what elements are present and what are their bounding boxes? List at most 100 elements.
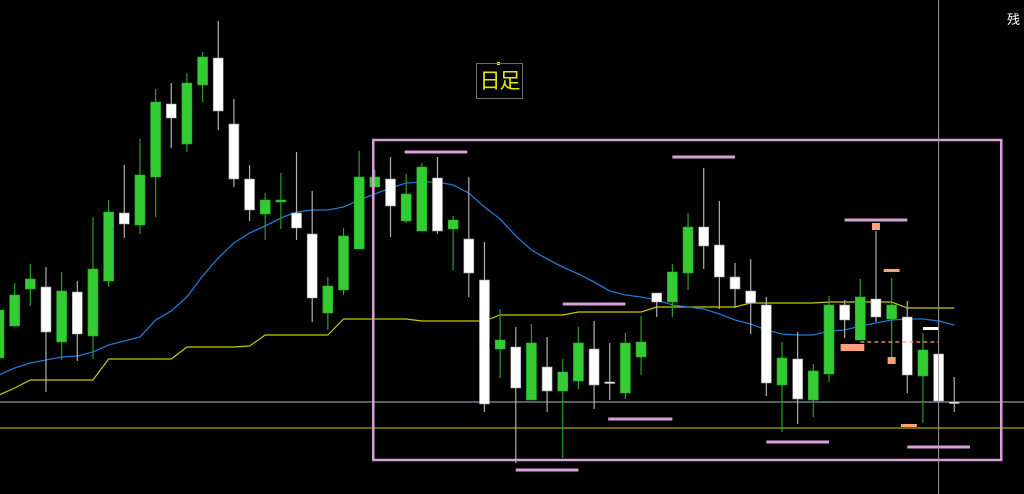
candle-18 [275, 173, 287, 229]
candle-36 [557, 359, 569, 458]
moving-average-line [0, 181, 955, 376]
candle-8 [118, 165, 130, 238]
candle-body [385, 178, 396, 207]
candle-body [698, 226, 710, 247]
indicator-lines [0, 181, 955, 396]
horizontal-levels [0, 401, 1024, 429]
candle-59 [917, 333, 929, 423]
candle-33 [510, 327, 522, 463]
timeframe-label: 日足 [476, 63, 523, 99]
candle-7 [103, 200, 114, 287]
candle-54 [839, 300, 850, 338]
candle-body [839, 304, 850, 321]
candle-16 [244, 165, 255, 221]
candle-body [541, 366, 553, 392]
candle-body [118, 212, 130, 225]
candle-19 [291, 152, 302, 240]
candle-body [322, 285, 334, 314]
candle-body [150, 101, 161, 178]
candle-body [212, 57, 224, 112]
candle-21 [322, 277, 334, 330]
candle-body [494, 339, 506, 350]
candle-body [635, 341, 647, 358]
candle-body [667, 271, 678, 303]
candle-40 [620, 333, 631, 399]
candle-51 [792, 332, 803, 424]
candle-61 [948, 377, 960, 412]
markers [840, 223, 939, 427]
candle-body [745, 290, 756, 304]
candle-body [948, 401, 960, 404]
candle-body [369, 176, 381, 188]
candle-body [463, 238, 475, 274]
candle-body [854, 296, 866, 341]
marker [856, 344, 865, 351]
marker [900, 424, 917, 427]
marker [871, 223, 880, 230]
candle-body [823, 304, 835, 375]
candle-body [353, 176, 365, 250]
candle-5 [72, 281, 83, 361]
step-line [0, 301, 955, 396]
candle-32 [494, 309, 506, 378]
candle-55 [854, 279, 866, 341]
candle-22 [338, 228, 349, 295]
candle-29 [447, 216, 459, 270]
candle-52 [808, 364, 819, 417]
candle-body [432, 177, 443, 232]
candle-57 [886, 278, 897, 357]
corner-label: 残 [1006, 13, 1020, 28]
candle-38 [588, 321, 600, 409]
candle-body [761, 304, 772, 384]
candle-body [181, 82, 193, 145]
candle-2 [25, 264, 36, 306]
candle-1 [9, 283, 20, 327]
candle-body [400, 193, 412, 222]
marker [883, 269, 900, 272]
candle-4 [56, 272, 67, 360]
candle-42 [651, 292, 663, 317]
candle-20 [306, 191, 318, 322]
candle-body [338, 235, 349, 291]
candle-50 [776, 342, 788, 432]
candle-body [557, 371, 569, 392]
range-box-outline [372, 138, 1003, 462]
candle-body [604, 381, 616, 384]
candle-44 [682, 213, 694, 290]
range-box[interactable] [372, 138, 1003, 472]
candle-body [40, 286, 52, 333]
candle-body [275, 199, 287, 203]
candle-body [901, 316, 913, 376]
candle-14 [212, 21, 224, 130]
candle-12 [181, 73, 193, 152]
candle-35 [541, 337, 553, 412]
candle-body [103, 211, 114, 282]
candle-body [25, 278, 36, 290]
candle-body [588, 348, 600, 386]
candle-body [87, 268, 99, 337]
candle-17 [259, 193, 271, 240]
candle-47 [729, 263, 741, 308]
candle-body [620, 342, 631, 394]
candle-body [808, 370, 819, 401]
candle-25 [385, 157, 396, 237]
candle-0 [0, 309, 5, 359]
candle-body [0, 309, 5, 359]
candle-56 [870, 231, 882, 322]
candle-body [792, 358, 803, 400]
candle-body [682, 226, 694, 274]
candle-body [165, 103, 177, 119]
candle-body [510, 346, 522, 389]
candle-31 [479, 242, 490, 412]
candle-24 [369, 170, 381, 188]
candle-39 [604, 343, 616, 400]
candle-body [870, 298, 882, 318]
marker-white-bar [922, 327, 939, 330]
candle-43 [667, 264, 678, 317]
candle-body [729, 276, 741, 290]
candle-body [776, 357, 788, 386]
candle-body [56, 290, 67, 343]
candle-15 [228, 99, 240, 187]
candle-13 [197, 52, 208, 102]
